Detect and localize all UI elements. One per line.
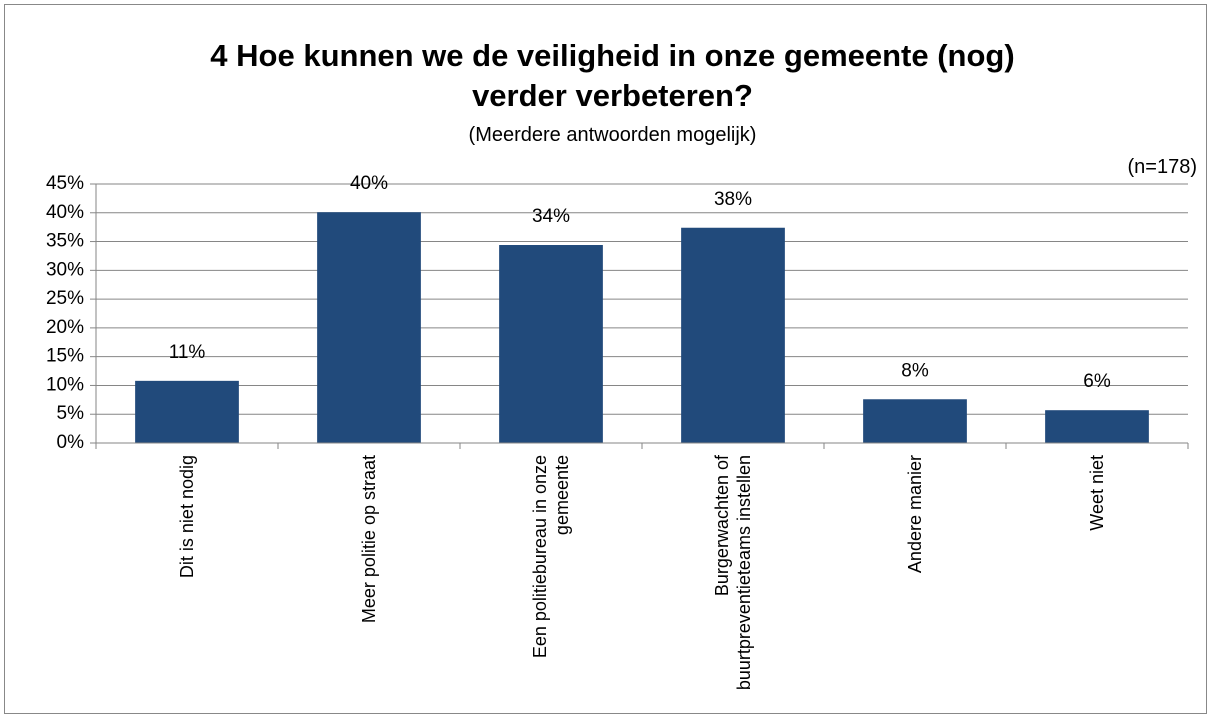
y-tick-label: 40% bbox=[46, 202, 84, 223]
chart-subtitle: (Meerdere antwoorden mogelijk) bbox=[468, 124, 757, 146]
x-tick-label: Weet niet bbox=[1087, 455, 1107, 531]
y-tick-label: 30% bbox=[46, 259, 84, 280]
y-tick-label: 15% bbox=[46, 346, 84, 367]
data-label: 8% bbox=[901, 360, 929, 381]
data-label: 11% bbox=[169, 342, 206, 363]
y-tick-label: 10% bbox=[46, 374, 84, 395]
y-tick-label: 45% bbox=[46, 173, 84, 194]
x-tick-label: Een politiebureau in onze gemeente bbox=[530, 455, 572, 659]
x-tick-label: Meer politie op straat bbox=[359, 455, 379, 624]
x-tick-label: Burgerwachten of buurtpreventieteams ins… bbox=[712, 455, 754, 691]
x-tick-label: Dit is niet nodig bbox=[177, 455, 197, 579]
y-tick-label: 0% bbox=[57, 432, 85, 453]
data-label: 38% bbox=[714, 189, 752, 210]
y-tick-label: 20% bbox=[46, 317, 84, 338]
x-tick-label: Andere manier bbox=[905, 455, 925, 574]
chart-frame bbox=[4, 4, 1207, 714]
data-label: 6% bbox=[1083, 371, 1111, 392]
y-tick-label: 5% bbox=[57, 403, 85, 424]
bar bbox=[681, 227, 785, 443]
chart-title: 4 Hoe kunnen we de veiligheid in onze ge… bbox=[210, 38, 1015, 113]
sample-size-note: (n=178) bbox=[1127, 156, 1198, 178]
bar bbox=[1045, 410, 1149, 443]
bar bbox=[317, 212, 421, 443]
y-tick-label: 25% bbox=[46, 288, 84, 309]
y-tick-label: 35% bbox=[46, 231, 84, 252]
data-label: 40% bbox=[350, 173, 388, 194]
data-label: 34% bbox=[532, 206, 570, 227]
bar bbox=[499, 245, 603, 443]
bar bbox=[135, 380, 239, 443]
bar bbox=[863, 399, 967, 443]
